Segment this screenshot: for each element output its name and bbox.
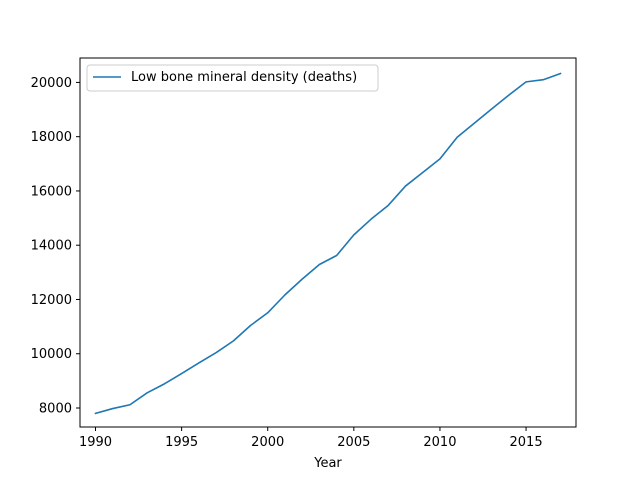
legend-label: Low bone mineral density (deaths) (131, 70, 357, 85)
x-tick-label: 2000 (251, 435, 284, 450)
y-tick-label: 20000 (31, 76, 72, 91)
y-axis: 8000 10000 12000 14000 16000 18000 20000 (31, 76, 80, 417)
x-tick-label: 2015 (510, 435, 543, 450)
x-tick-label: 1990 (79, 435, 112, 450)
series-line (94, 72, 562, 415)
y-tick-label: 14000 (31, 239, 72, 254)
y-tick-label: 10000 (31, 347, 72, 362)
y-tick-label: 8000 (39, 402, 72, 417)
y-tick-label: 16000 (31, 184, 72, 199)
plot-area-background (80, 58, 576, 427)
y-tick-label: 18000 (31, 130, 72, 145)
x-axis-label: Year (313, 456, 342, 471)
x-tick-label: 1995 (165, 435, 198, 450)
y-tick-label: 12000 (31, 293, 72, 308)
legend: Low bone mineral density (deaths) (86, 64, 379, 92)
x-tick-label: 2005 (337, 435, 370, 450)
plot-frame (79, 57, 577, 428)
legend-box (86, 64, 379, 92)
x-axis: 1990 1995 2000 2005 2010 2015 (79, 427, 543, 450)
x-tick-label: 2010 (423, 435, 456, 450)
series-layer (94, 72, 562, 415)
